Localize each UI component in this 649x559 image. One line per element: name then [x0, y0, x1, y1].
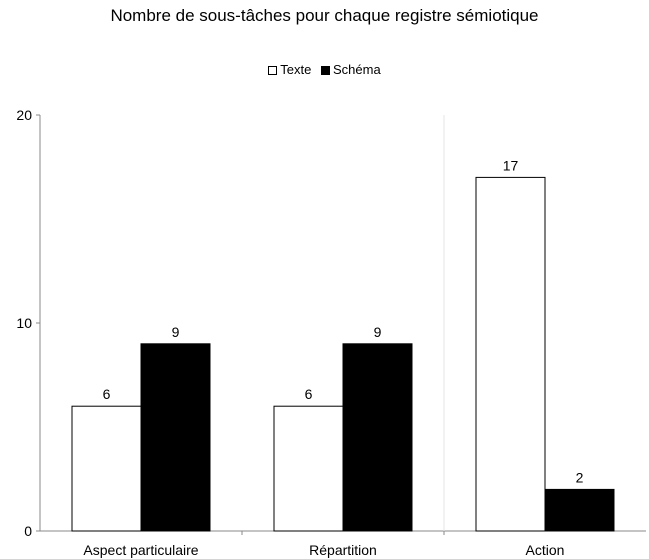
data-label-texte-aspect-particulaire: 6	[103, 386, 111, 402]
data-label-schema-action: 2	[576, 469, 584, 485]
y-tick-label: 20	[16, 107, 32, 123]
legend-item-texte: Texte	[268, 62, 311, 77]
legend-swatch-texte	[268, 66, 278, 75]
bar-schema-repartition	[342, 343, 413, 532]
data-label-texte-repartition: 6	[305, 386, 313, 402]
legend-label-texte: Texte	[280, 62, 312, 77]
bar-schema-action	[544, 488, 615, 532]
legend-label-schema: Schéma	[333, 62, 381, 77]
data-label-schema-aspect-particulaire: 9	[172, 324, 180, 340]
data-label-schema-repartition: 9	[374, 324, 382, 340]
legend: Texte Schéma	[0, 62, 649, 77]
data-label-texte-action: 17	[503, 157, 519, 173]
y-tick-label: 0	[24, 523, 32, 539]
bar-schema-aspect-particulaire	[140, 343, 211, 532]
legend-swatch-schema	[321, 66, 330, 75]
bar-texte-aspect-particulaire	[71, 405, 142, 532]
x-tick-label-action: Action	[526, 542, 565, 558]
chart-title: Nombre de sous-tâches pour chaque regist…	[110, 6, 539, 25]
y-tick-label: 10	[16, 315, 32, 331]
x-tick-label-aspect-particulaire: Aspect particulaire	[83, 542, 198, 558]
bar-texte-repartition	[273, 405, 344, 532]
bar-texte-action	[475, 176, 546, 532]
legend-item-schema: Schéma	[321, 62, 381, 77]
x-tick-label-repartition: Répartition	[309, 542, 377, 558]
